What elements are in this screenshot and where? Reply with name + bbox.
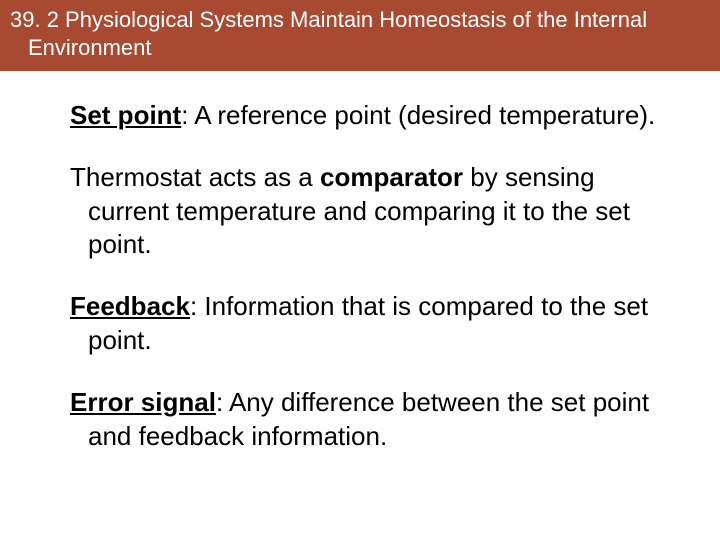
slide-content: Set point: A reference point (desired te…: [0, 71, 720, 453]
paragraph-set-point: Set point: A reference point (desired te…: [56, 99, 680, 133]
text-run: : A reference point (desired temperature…: [181, 100, 655, 130]
slide-header: 39. 2 Physiological Systems Maintain Hom…: [0, 0, 720, 71]
paragraph-comparator: Thermostat acts as a comparator by sensi…: [56, 161, 680, 262]
text-run: Thermostat acts as a: [70, 162, 320, 192]
text-run: Set point: [70, 100, 181, 130]
text-run: Feedback: [70, 291, 190, 321]
header-line-1: 39. 2 Physiological Systems Maintain Hom…: [10, 6, 710, 34]
text-run: comparator: [320, 162, 463, 192]
paragraph-error-signal: Error signal: Any difference between the…: [56, 386, 680, 454]
header-line-2: Environment: [10, 34, 710, 62]
text-run: Error signal: [70, 387, 216, 417]
paragraph-feedback: Feedback: Information that is compared t…: [56, 290, 680, 358]
